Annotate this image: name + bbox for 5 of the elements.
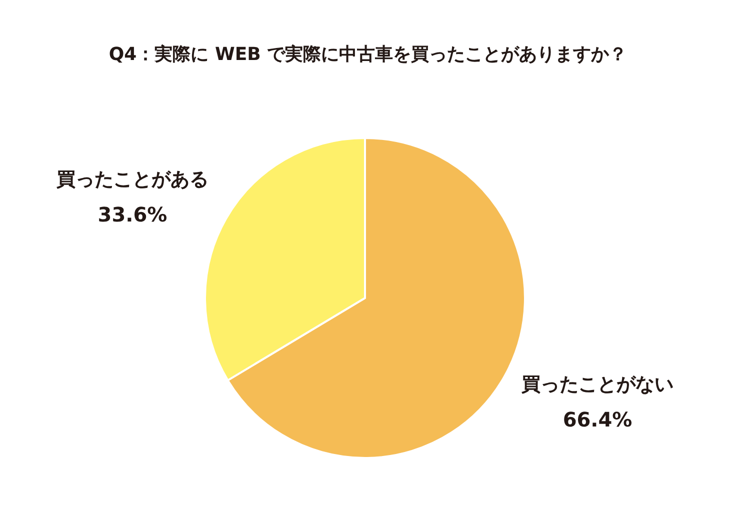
category-label: 買ったことがある xyxy=(56,168,208,191)
value-label: 33.6% xyxy=(98,202,168,227)
title: Q4：実際に WEB で実際に中古車を買ったことがありますか？ xyxy=(108,44,628,65)
category-label: 買ったことがない xyxy=(522,373,674,396)
value-label: 66.4% xyxy=(562,407,632,432)
